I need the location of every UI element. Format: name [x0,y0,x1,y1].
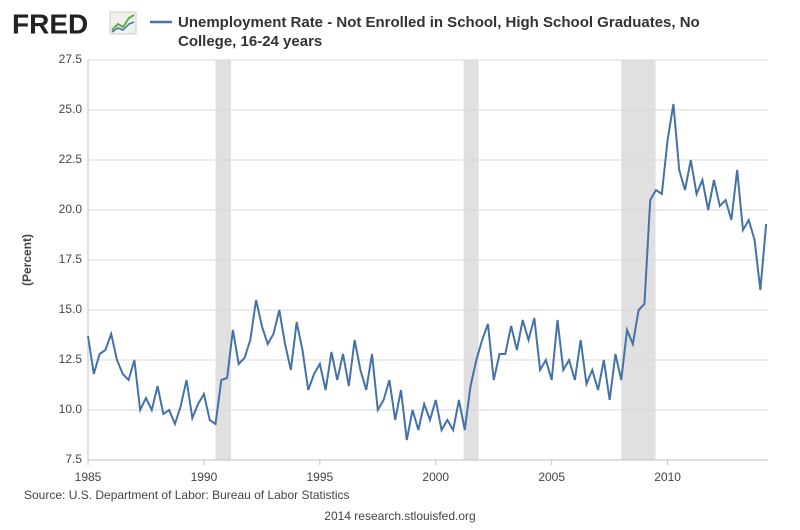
y-tick-label: 22.5 [59,152,83,166]
x-tick-label: 1995 [306,470,333,484]
y-tick-label: 10.0 [59,402,83,416]
x-tick-label: 2010 [654,470,681,484]
legend-title: Unemployment Rate - Not Enrolled in Scho… [178,14,700,50]
logo: FRED [12,8,88,39]
x-tick-label: 1985 [75,470,102,484]
y-tick-label: 25.0 [59,102,83,116]
y-tick-label: 15.0 [59,302,83,316]
footer: 2014 research.stlouisfed.org [324,509,475,523]
y-tick-label: 27.5 [59,52,83,66]
x-tick-label: 2000 [422,470,449,484]
logo-icon [109,11,137,35]
source: Source: U.S. Department of Labor: Bureau… [24,488,350,502]
y-axis-label: (Percent) [20,234,34,286]
y-tick-label: 12.5 [59,352,83,366]
x-tick-label: 1990 [191,470,218,484]
y-tick-label: 17.5 [59,252,83,266]
y-tick-label: 20.0 [59,202,83,216]
x-tick-label: 2005 [538,470,565,484]
data-line [87,103,768,441]
y-tick-label: 7.5 [65,452,82,466]
